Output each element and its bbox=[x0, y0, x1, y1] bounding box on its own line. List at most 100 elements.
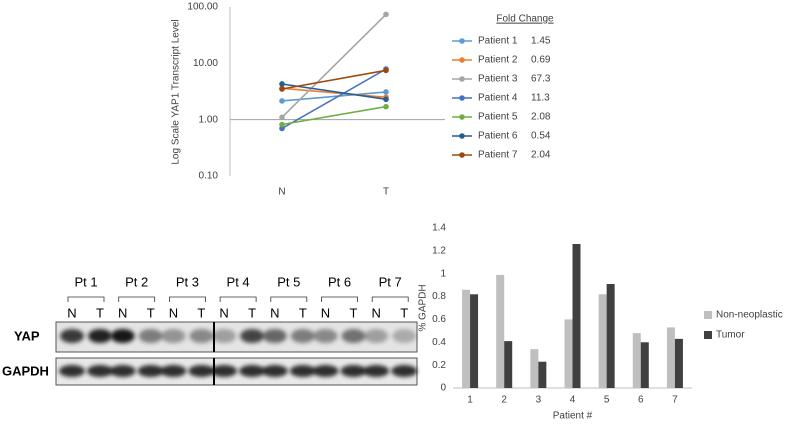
legend-label: Patient 2 bbox=[478, 55, 518, 66]
legend-swatch bbox=[704, 311, 712, 319]
gapdh-band bbox=[137, 365, 164, 377]
legend-label: Patient 4 bbox=[478, 93, 518, 104]
lane-label: N bbox=[169, 305, 178, 320]
legend-label: Patient 1 bbox=[478, 36, 518, 47]
x-tick-label: N bbox=[278, 187, 285, 198]
point bbox=[279, 121, 285, 128]
y-tick-label: 0.2 bbox=[432, 360, 446, 371]
row-label: GAPDH bbox=[2, 363, 49, 378]
bar bbox=[530, 349, 539, 388]
fold-change: 0.54 bbox=[531, 131, 551, 142]
group-label: Pt 3 bbox=[176, 274, 199, 289]
y-axis-label: Log Scale YAP1 Transcript Level bbox=[171, 19, 182, 164]
y-tick-label: 1.4 bbox=[432, 223, 446, 234]
bar bbox=[640, 342, 649, 388]
legend-title: Fold Change bbox=[496, 14, 554, 25]
yap-band bbox=[290, 329, 315, 343]
lane-label: N bbox=[118, 305, 127, 320]
point bbox=[279, 86, 285, 92]
lane-label: T bbox=[350, 305, 358, 320]
point bbox=[279, 125, 285, 132]
yap-band bbox=[262, 329, 287, 343]
yap-band bbox=[240, 329, 265, 343]
yap-band bbox=[110, 329, 135, 343]
gapdh-band bbox=[160, 365, 187, 377]
x-tick-label: 7 bbox=[672, 395, 678, 406]
yap-band bbox=[364, 329, 389, 343]
y-tick-label: 0.4 bbox=[432, 337, 446, 348]
yap-band bbox=[161, 329, 186, 343]
bar bbox=[598, 294, 607, 388]
gapdh-band bbox=[312, 365, 339, 377]
legend-label: Non-neoplastic bbox=[716, 310, 783, 321]
legend-marker bbox=[459, 38, 465, 44]
x-tick-label: 2 bbox=[501, 395, 507, 406]
gapdh-band bbox=[363, 365, 390, 377]
row-label: YAP bbox=[14, 328, 40, 343]
group-label: Pt 7 bbox=[379, 274, 402, 289]
point bbox=[383, 11, 389, 18]
series-line bbox=[281, 68, 387, 130]
bar bbox=[496, 274, 505, 388]
bar bbox=[674, 338, 683, 388]
point bbox=[383, 96, 389, 103]
lane-label: N bbox=[219, 305, 228, 320]
bar bbox=[632, 333, 641, 388]
gapdh-band bbox=[261, 365, 288, 377]
lane-label: N bbox=[67, 305, 76, 320]
bar bbox=[470, 294, 479, 388]
fold-change: 2.08 bbox=[531, 112, 551, 123]
group-bracket bbox=[67, 296, 105, 302]
x-axis-label: Patient # bbox=[553, 411, 593, 422]
yap-band bbox=[189, 329, 214, 343]
legend-marker bbox=[459, 76, 465, 82]
x-tick-label: 1 bbox=[467, 395, 473, 406]
y-tick-label: 0.10 bbox=[199, 171, 219, 182]
point bbox=[279, 81, 285, 87]
yap-band bbox=[60, 329, 84, 343]
fold-change: 2.04 bbox=[531, 150, 551, 161]
lane-label: T bbox=[400, 305, 408, 320]
point bbox=[279, 98, 285, 104]
legend-label: Patient 5 bbox=[478, 112, 518, 123]
y-tick-label: 100.00 bbox=[187, 2, 218, 13]
x-tick-label: 4 bbox=[570, 395, 576, 406]
lane-label: N bbox=[372, 305, 381, 320]
yap-band bbox=[392, 329, 417, 343]
lane-label: T bbox=[96, 305, 104, 320]
y-tick-label: 1 bbox=[440, 268, 446, 279]
gapdh-band bbox=[188, 365, 215, 377]
bar bbox=[564, 319, 573, 388]
gapdh-band bbox=[59, 365, 85, 377]
series-line bbox=[281, 13, 387, 118]
lane-label: T bbox=[299, 305, 307, 320]
series-line bbox=[281, 87, 387, 99]
legend-label: Patient 7 bbox=[478, 150, 518, 161]
fold-change: 11.3 bbox=[531, 93, 550, 104]
lane-label: T bbox=[248, 305, 256, 320]
point bbox=[383, 103, 389, 110]
legend-marker bbox=[459, 152, 465, 158]
lane-label: T bbox=[147, 305, 155, 320]
gapdh-band bbox=[211, 365, 238, 377]
point bbox=[383, 67, 389, 74]
x-tick-label: 6 bbox=[638, 395, 644, 406]
fold-change: 0.69 bbox=[531, 55, 551, 66]
bar bbox=[462, 289, 471, 388]
legend-label: Tumor bbox=[716, 330, 745, 341]
legend-marker bbox=[459, 57, 465, 63]
group-bracket bbox=[270, 296, 308, 302]
group-label: Pt 4 bbox=[227, 274, 250, 289]
bar bbox=[606, 284, 615, 388]
bar bbox=[666, 327, 675, 388]
gapdh-band bbox=[109, 365, 136, 377]
series-line bbox=[281, 105, 387, 126]
fold-change: 1.45 bbox=[531, 36, 551, 47]
fold-change: 67.3 bbox=[531, 74, 551, 85]
western-blot: Pt 1N TPt 2N TPt 3N TPt 4N TPt 5N TPt 6N TPt 7… bbox=[2, 274, 418, 386]
bar bbox=[538, 361, 547, 388]
x-tick-label: 5 bbox=[604, 395, 610, 406]
lane-label: N bbox=[321, 305, 330, 320]
point bbox=[279, 114, 285, 121]
